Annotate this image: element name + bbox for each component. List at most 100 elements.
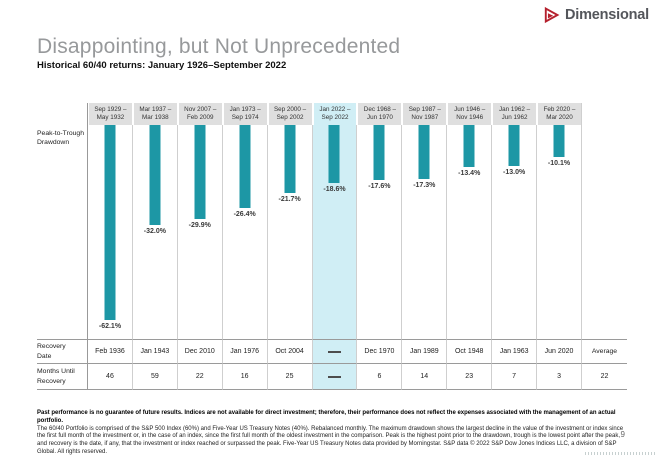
drawdown-row-label-line1: Peak-to-Trough bbox=[37, 130, 84, 137]
dimensional-logo: Dimensional bbox=[542, 6, 649, 24]
row-label-header-spacer bbox=[37, 103, 88, 125]
recovery-row-label-line2: Date bbox=[37, 352, 52, 360]
drawdown-value-label: -21.7% bbox=[278, 196, 301, 203]
period-end: Nov 1946 bbox=[456, 114, 484, 121]
drawdown-bar bbox=[463, 125, 475, 167]
period-start: Dec 1968 – bbox=[363, 105, 396, 113]
recovery-date-cell: Oct 1948 bbox=[447, 339, 493, 364]
disclosure-text: Past performance is no guarantee of futu… bbox=[37, 410, 628, 457]
period-end: Sep 2022 bbox=[321, 114, 349, 121]
drawdown-bar bbox=[104, 125, 116, 320]
period-end: Nov 1987 bbox=[411, 114, 439, 121]
period-header-cell: Sep 1929 – May 1932 bbox=[88, 103, 133, 125]
months-row-label: Months Until Recovery bbox=[37, 364, 88, 390]
drawdown-chart-cell: -17.3% bbox=[402, 125, 448, 339]
recovery-date-cell: Dec 1970 bbox=[357, 339, 403, 364]
drawdown-value-label: -17.3% bbox=[413, 182, 436, 189]
drawdown-chart-cell: -21.7% bbox=[268, 125, 313, 339]
period-end: Jun 1962 bbox=[501, 114, 528, 121]
drawdown-column: Sep 1987 – Nov 1987 -17.3% Jan 1989 14 bbox=[402, 103, 448, 390]
period-header-cell: Dec 1968 – Jun 1970 bbox=[357, 103, 402, 125]
period-end: Jun 1970 bbox=[366, 114, 393, 121]
drawdown-value-label: -10.1% bbox=[547, 160, 571, 167]
months-until-recovery-cell: 22 bbox=[177, 364, 223, 390]
period-header-cell: Nov 2007 – Feb 2009 bbox=[178, 103, 223, 125]
drawdown-bar bbox=[328, 125, 340, 183]
average-chart-spacer bbox=[582, 125, 627, 339]
average-label: Average bbox=[581, 339, 627, 364]
months-until-recovery-cell: 3 bbox=[537, 364, 582, 390]
disclosure-body: The 60/40 Portfolio is comprised of the … bbox=[37, 425, 624, 455]
compliance-code bbox=[585, 452, 655, 455]
disclosure-bold-line: Past performance is no guarantee of futu… bbox=[37, 410, 616, 424]
average-months-value: 22 bbox=[581, 364, 627, 390]
drawdown-row-label: Peak-to-Trough Drawdown bbox=[37, 125, 88, 339]
period-header-cell: Feb 2020 – Mar 2020 bbox=[537, 103, 582, 125]
drawdown-value-label: -26.4% bbox=[233, 211, 256, 218]
drawdown-chart-cell: -13.0% bbox=[492, 125, 538, 339]
drawdown-table: Peak-to-Trough Drawdown Recovery Date Mo… bbox=[37, 103, 627, 390]
period-start: Jun 1946 – bbox=[454, 105, 486, 113]
drawdown-chart-cell: -32.0% bbox=[133, 125, 178, 339]
recovery-date-cell: Jan 1976 bbox=[222, 339, 268, 364]
drawdown-column: Dec 1968 – Jun 1970 -17.6% Dec 1970 6 bbox=[357, 103, 403, 390]
months-until-recovery-cell: 46 bbox=[88, 364, 133, 390]
drawdown-row-label-line2: Drawdown bbox=[37, 139, 70, 147]
period-header-cell: Mar 1937 – Mar 1938 bbox=[133, 103, 178, 125]
period-end: Mar 2020 bbox=[546, 114, 573, 121]
period-start: Feb 2020 – bbox=[543, 105, 576, 113]
period-start: Sep 1929 – bbox=[94, 105, 127, 113]
recovery-date-cell: Oct 2004 bbox=[267, 339, 313, 364]
recovery-row-label: Recovery Date bbox=[37, 339, 88, 364]
period-header-cell: Jan 1973 – Sep 1974 bbox=[223, 103, 268, 125]
period-end: Mar 1938 bbox=[142, 114, 169, 121]
months-until-recovery-cell: 16 bbox=[222, 364, 268, 390]
dimensional-triangle-icon bbox=[544, 6, 560, 24]
months-until-recovery-cell: 59 bbox=[132, 364, 178, 390]
recovery-date-cell: Jun 2020 bbox=[537, 339, 582, 364]
drawdown-column: Mar 1937 – Mar 1938 -32.0% Jan 1943 59 bbox=[132, 103, 178, 390]
period-header-cell: Jun 1946 – Nov 1946 bbox=[447, 103, 492, 125]
drawdown-column: Sep 1929 – May 1932 -62.1% Feb 1936 46 bbox=[88, 103, 133, 390]
brand-name: Dimensional bbox=[564, 7, 649, 23]
months-until-recovery-cell: 7 bbox=[492, 364, 538, 390]
drawdown-bar bbox=[194, 125, 206, 219]
period-header-cell: Jan 1962 – Jun 1962 bbox=[492, 103, 537, 125]
drawdown-value-label: -29.9% bbox=[188, 222, 211, 229]
drawdown-column: Jun 1946 – Nov 1946 -13.4% Oct 1948 23 bbox=[447, 103, 493, 390]
period-header-cell: Jan 2022 – Sep 2022 bbox=[313, 103, 358, 125]
drawdown-chart-cell: -26.4% bbox=[223, 125, 268, 339]
drawdown-column: Feb 2020 – Mar 2020 -10.1% Jun 2020 3 bbox=[537, 103, 582, 390]
drawdown-chart-cell: -10.1% bbox=[537, 125, 582, 339]
recovery-date-cell: — bbox=[312, 339, 358, 364]
page-subtitle: Historical 60/40 returns: January 1926–S… bbox=[37, 60, 287, 71]
recovery-date-cell: Jan 1943 bbox=[132, 339, 178, 364]
drawdown-value-label: -17.6% bbox=[368, 183, 391, 190]
drawdown-chart-cell: -17.6% bbox=[357, 125, 403, 339]
page-title: Disappointing, but Not Unprecedented bbox=[37, 35, 401, 58]
drawdown-column: Jan 1973 – Sep 1974 -26.4% Jan 1976 16 bbox=[222, 103, 268, 390]
recovery-date-cell: Jan 1989 bbox=[402, 339, 448, 364]
months-until-recovery-cell: 6 bbox=[357, 364, 403, 390]
drawdown-column: Nov 2007 – Feb 2009 -29.9% Dec 2010 22 bbox=[177, 103, 223, 390]
drawdown-bar bbox=[373, 125, 385, 180]
months-until-recovery-cell: 25 bbox=[267, 364, 313, 390]
drawdown-value-label: -62.1% bbox=[98, 323, 122, 330]
period-start: Sep 2000 – bbox=[273, 105, 307, 113]
period-start: Mar 1937 – bbox=[139, 105, 172, 113]
drawdown-bar bbox=[149, 125, 161, 225]
recovery-date-cell: Dec 2010 bbox=[177, 339, 223, 364]
period-start: Sep 1987 – bbox=[408, 105, 441, 113]
drawdown-chart-cell: -62.1% bbox=[88, 125, 133, 339]
drawdown-column: Jan 1962 – Jun 1962 -13.0% Jan 1963 7 bbox=[492, 103, 538, 390]
period-end: Feb 2009 bbox=[186, 114, 214, 121]
page-number: 9 bbox=[620, 430, 625, 439]
row-label-column: Peak-to-Trough Drawdown Recovery Date Mo… bbox=[37, 103, 88, 390]
drawdown-value-label: -32.0% bbox=[143, 228, 166, 235]
average-header-spacer bbox=[580, 103, 627, 125]
period-start: Jan 1962 – bbox=[499, 105, 531, 113]
period-start: Jan 2022 – bbox=[319, 105, 351, 113]
period-start: Nov 2007 – bbox=[184, 105, 217, 113]
period-header-cell: Sep 1987 – Nov 1987 bbox=[402, 103, 447, 125]
